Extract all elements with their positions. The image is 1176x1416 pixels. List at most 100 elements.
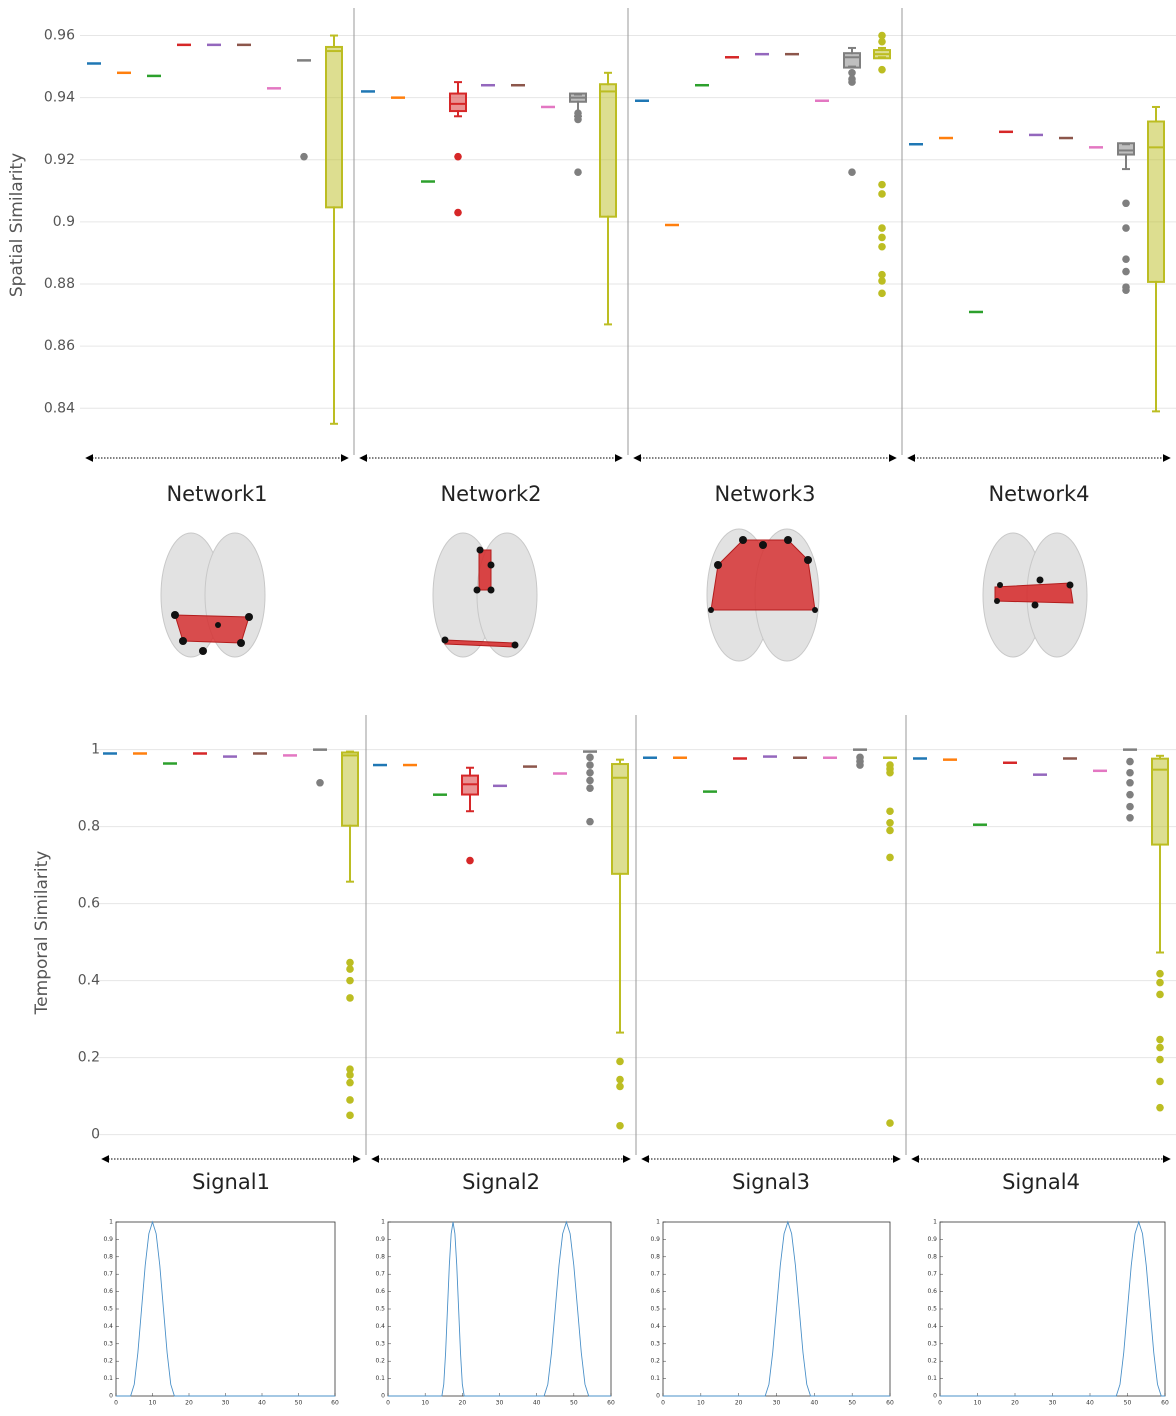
outlier (616, 1121, 624, 1130)
box (611, 763, 629, 875)
y-tick-label: 0.9 (375, 1236, 385, 1243)
y-tick-label: 0.8 (78, 819, 100, 835)
outlier (1126, 768, 1134, 777)
y-tick-label: 0.4 (927, 1323, 937, 1330)
box (449, 92, 467, 113)
x-tick-label: 0 (114, 1400, 118, 1407)
y-tick-label: 0.2 (927, 1358, 937, 1365)
outlier (616, 1082, 624, 1091)
x-tick-label: 0 (386, 1400, 390, 1407)
y-tick-label: 0.2 (375, 1358, 385, 1365)
outlier (886, 768, 894, 777)
brain-network4 (982, 532, 1088, 658)
outlier (574, 168, 582, 176)
y-tick-label: 0 (656, 1393, 660, 1400)
signal-line (388, 1220, 611, 1397)
x-tick-label: 40 (1086, 1400, 1094, 1407)
group-label: Signal4 (1002, 1170, 1080, 1194)
outlier (454, 152, 462, 161)
x-tick-label: 50 (570, 1400, 578, 1407)
x-tick-label: 30 (496, 1400, 504, 1407)
box (1151, 757, 1169, 846)
outlier (346, 1071, 354, 1079)
outlier (1122, 224, 1130, 232)
x-tick-label: 30 (773, 1400, 781, 1407)
outlier (886, 853, 894, 862)
outlier (586, 776, 594, 785)
y-tick-label: 0.9 (650, 1236, 660, 1243)
x-tick-label: 10 (149, 1400, 157, 1407)
y-axis-title: Temporal Similarity (32, 851, 52, 1016)
y-tick-label: 0.3 (650, 1340, 660, 1347)
outlier (346, 976, 354, 985)
outlier (886, 807, 894, 816)
outlier (848, 78, 856, 86)
x-tick-label: 40 (811, 1400, 819, 1407)
y-tick-label: 0.9 (53, 214, 75, 230)
y-tick-label: 0.88 (44, 276, 75, 292)
y-tick-label: 0.1 (927, 1375, 937, 1382)
y-tick-label: 0.3 (927, 1340, 937, 1347)
x-tick-label: 30 (222, 1400, 230, 1407)
outlier (616, 1075, 624, 1084)
outlier (848, 168, 856, 176)
y-tick-label: 0.5 (375, 1306, 385, 1313)
y-tick-label: 0.96 (44, 28, 75, 44)
outlier (1126, 778, 1134, 787)
y-tick-label: 1 (656, 1219, 660, 1226)
brain-network1 (160, 532, 266, 658)
outlier (878, 270, 886, 279)
outlier (1156, 1055, 1164, 1064)
x-tick-label: 60 (1161, 1400, 1169, 1407)
group-label: Signal3 (732, 1170, 810, 1194)
signal-line (940, 1220, 1165, 1397)
y-tick-label: 0.3 (375, 1340, 385, 1347)
group-label: Network4 (988, 482, 1089, 506)
x-tick-label: 40 (258, 1400, 266, 1407)
y-tick-label: 1 (381, 1219, 385, 1226)
y-tick-label: 0.1 (103, 1375, 113, 1382)
outlier (1122, 267, 1130, 276)
x-tick-label: 10 (697, 1400, 705, 1407)
group-label: Network1 (166, 482, 267, 506)
outlier (1126, 790, 1134, 799)
box (843, 52, 861, 69)
outlier (1156, 1043, 1164, 1052)
y-tick-label: 0.8 (103, 1253, 113, 1260)
outlier (586, 761, 594, 769)
outlier (466, 856, 474, 865)
outlier (1156, 1077, 1164, 1086)
y-tick-label: 0.4 (650, 1323, 660, 1330)
y-tick-label: 0.4 (103, 1323, 113, 1330)
box (1117, 142, 1135, 156)
outlier (1122, 286, 1130, 295)
x-tick-label: 50 (295, 1400, 303, 1407)
outlier (574, 115, 582, 124)
outlier (878, 190, 886, 198)
outlier (300, 152, 308, 161)
outlier (586, 784, 594, 792)
outlier (878, 224, 886, 232)
y-tick-label: 0.94 (44, 90, 75, 106)
y-tick-label: 0.5 (650, 1306, 660, 1313)
outlier (316, 778, 324, 787)
y-tick-label: 0.5 (103, 1306, 113, 1313)
y-tick-label: 0 (381, 1393, 385, 1400)
y-tick-label: 0.4 (375, 1323, 385, 1330)
outlier (878, 289, 886, 298)
y-tick-label: 0.8 (927, 1253, 937, 1260)
y-tick-label: 0.4 (78, 973, 100, 989)
x-tick-label: 20 (185, 1400, 193, 1407)
y-tick-label: 0.8 (375, 1253, 385, 1260)
y-tick-label: 0 (933, 1393, 937, 1400)
box (325, 45, 343, 209)
y-tick-label: 0.86 (44, 338, 75, 354)
y-tick-label: 0 (91, 1127, 100, 1143)
x-tick-label: 50 (848, 1400, 856, 1407)
y-tick-label: 0.2 (78, 1050, 100, 1066)
x-tick-label: 50 (1124, 1400, 1132, 1407)
group-label: Signal2 (462, 1170, 540, 1194)
y-tick-label: 0.2 (650, 1358, 660, 1365)
x-tick-label: 20 (459, 1400, 467, 1407)
outlier (616, 1057, 624, 1066)
